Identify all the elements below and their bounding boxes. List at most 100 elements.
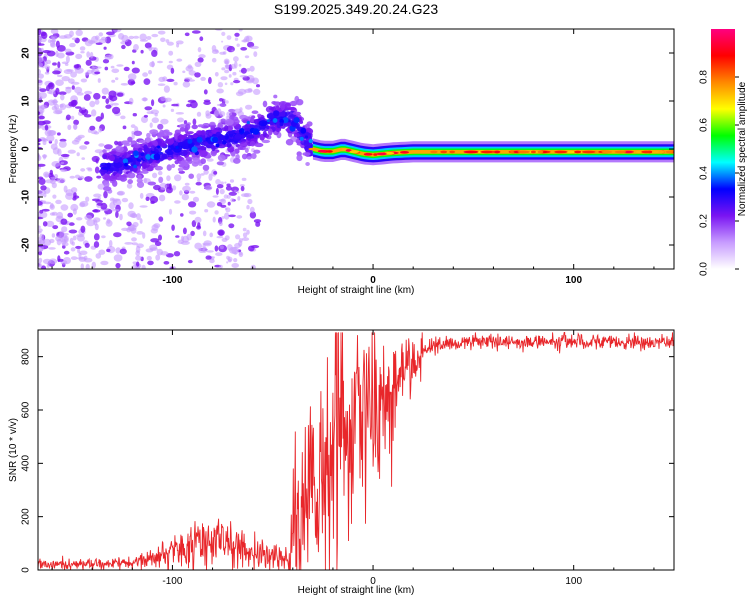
spectrogram-ridge-blob [209,121,216,126]
spectrogram-noise-blob [158,216,164,222]
spectrogram-noise-blob [81,157,85,160]
spectrogram-noise-blob [121,227,129,231]
spectrogram-noise-blob [48,247,56,250]
spectrogram-noise-blob [64,48,72,53]
spectrogram-noise-blob [57,132,61,136]
spectrogram-noise-blob [94,166,100,174]
spectrogram-noise-blob [112,106,121,115]
spectrogram-noise-blob [237,196,241,201]
spectrogram-noise-blob [184,77,193,80]
spectrogram-ridge-blob [191,124,198,130]
spectrogram-noise-blob [98,128,103,133]
spectrogram-noise-blob [249,211,257,219]
spectrogram-ridge-blob [133,130,143,136]
spectrogram-noise-blob [177,239,185,245]
spectrogram-noise-blob [155,254,161,261]
spectrogram-noise-blob [45,220,55,227]
spectrogram-ridge-blob [185,123,191,130]
spectrogram-noise-blob [143,78,151,85]
spectrogram-noise-blob [52,225,59,230]
spectrogram-noise-blob [83,94,91,101]
spectrogram-noise-blob [135,255,142,261]
spectrogram-noise-blob [228,191,237,196]
spectrogram-noise-blob [123,66,130,72]
spectrogram-noise-blob [65,86,72,90]
spectrogram-noise-blob [221,40,224,43]
spectrogram-ridge-blob [137,147,143,152]
spectrogram-noise-blob [197,248,202,251]
spectrogram-ridge-blob [299,136,304,141]
spectrogram-noise-blob [194,61,202,67]
spectrogram-ridge-blob [266,119,270,123]
spectrogram-noise-blob [49,169,53,176]
spectrogram-noise-blob [225,100,229,104]
spectrogram-ridge-blob [171,163,176,168]
spectrogram-noise-blob [224,82,228,86]
spectrogram-ridge-blob [121,140,130,145]
spectrogram-noise-blob [71,85,75,90]
spectrogram-noise-blob [104,54,112,60]
spectrogram-ridge-blob [123,151,131,159]
spectrogram-ridge-blob [224,125,229,132]
spectrogram-noise-blob [148,70,152,75]
spectrogram-noise-blob [196,111,202,117]
spectrogram-ridge-blob [133,150,139,156]
spectrogram-noise-blob [195,181,202,186]
spectrogram-noise-blob [72,123,78,130]
spectrogram-noise-blob [220,76,228,81]
colorbar-gradient [711,29,735,269]
spectrogram-noise-blob [150,200,155,204]
spectrogram-noise-blob [93,92,101,100]
spectrogram-ridge-blob [222,140,227,145]
spectrogram-noise-blob [48,258,58,265]
spectrogram-noise-blob [128,202,134,210]
spectrogram-noise-blob [220,204,227,208]
spectrogram-noise-blob [106,248,111,253]
spectrogram-ridge-blob [157,145,161,149]
spectrogram-noise-blob [113,232,122,238]
spectrogram-noise-blob [141,116,148,123]
spectrogram-noise-blob [46,85,50,92]
spectrogram-noise-blob [141,264,146,269]
spectrogram-noise-blob [116,64,124,67]
spectrogram-noise-blob [180,213,184,217]
spectrogram-noise-blob [176,43,180,48]
spectrogram-noise-blob [97,78,101,83]
spectrogram-noise-blob [189,190,196,194]
spectrogram-noise-blob [230,82,234,86]
spectrogram-noise-blob [220,198,226,204]
spectrogram-noise-blob [177,117,184,123]
spectrogram-noise-blob [203,169,209,175]
spectrogram-noise-blob [80,51,85,54]
spectrogram-noise-blob [91,65,95,73]
spectrogram-noise-blob [121,197,129,203]
spectrogram-ridge-blob [226,130,235,134]
spectrogram-ridge-blob [127,179,133,185]
spectrogram-noise-blob [230,63,236,70]
spectrogram-noise-blob [158,76,166,83]
spectrogram-noise-blob [151,99,155,107]
spectrogram-noise-blob [246,156,252,160]
spectrogram-peak [554,150,568,154]
spectrogram-noise-blob [38,237,42,244]
spectrogram-noise-blob [68,229,78,234]
spectrogram-noise-blob [84,90,93,95]
spectrogram-noise-blob [249,65,255,72]
spectrogram-noise-blob [243,192,252,198]
y-tick-label: 20 [21,47,32,59]
colorbar-label: Normalized spectral amplitude [737,81,748,216]
spectrogram-noise-blob [108,90,117,98]
spectrogram-noise-blob [208,76,212,85]
spectrogram-noise-blob [100,260,109,266]
spectrogram-noise-blob [91,261,97,269]
spectrogram-peak [400,151,409,154]
snr-marks [38,331,674,570]
snr-x-ticks: -100 0 100 [51,330,655,587]
spectrogram-noise-blob [38,95,43,101]
spectrogram-noise-blob [39,209,44,214]
snr-y-label: SNR (10 * v/v) [8,418,19,482]
spectrogram-noise-blob [212,195,219,198]
spectrogram-noise-blob [111,208,120,212]
spectrogram-ridge-blob [262,130,267,137]
